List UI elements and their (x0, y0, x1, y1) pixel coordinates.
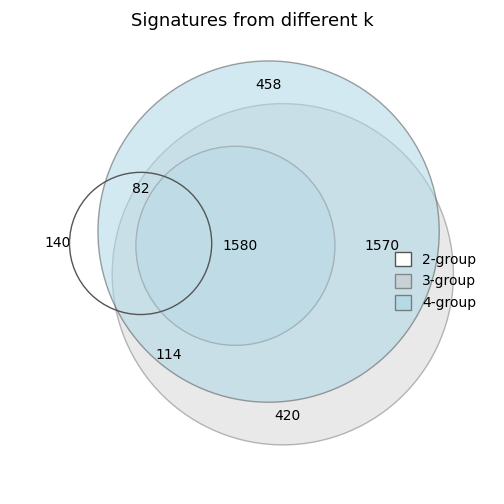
Text: 1580: 1580 (223, 239, 258, 253)
Circle shape (112, 104, 454, 445)
Circle shape (98, 61, 439, 402)
Title: Signatures from different k: Signatures from different k (131, 12, 373, 30)
Text: 1570: 1570 (365, 239, 400, 253)
Text: 114: 114 (156, 348, 182, 362)
Text: 82: 82 (132, 182, 149, 196)
Legend: 2-group, 3-group, 4-group: 2-group, 3-group, 4-group (389, 246, 482, 316)
Circle shape (136, 146, 335, 345)
Text: 458: 458 (256, 78, 282, 92)
Text: 140: 140 (44, 236, 71, 250)
Text: 420: 420 (274, 409, 301, 423)
